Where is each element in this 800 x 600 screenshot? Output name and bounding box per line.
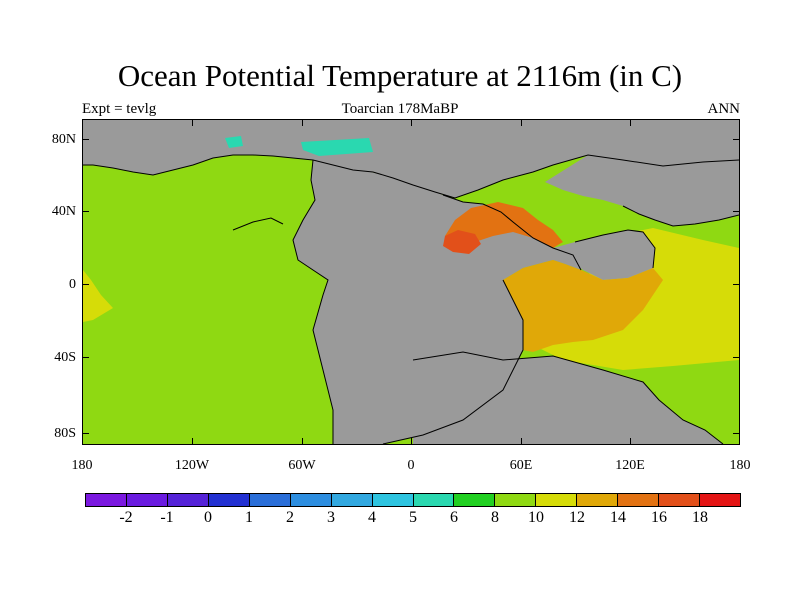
colorbar-swatch <box>330 493 373 507</box>
gondwana-south-land <box>413 352 723 444</box>
land-area <box>83 120 739 444</box>
lon-label-120e: 120E <box>615 458 645 473</box>
lat-tick <box>82 284 89 285</box>
lon-tick <box>302 119 303 126</box>
colorbar-label: 8 <box>491 509 499 526</box>
colorbar-swatch <box>248 493 291 507</box>
colorbar-label: 6 <box>450 509 458 526</box>
colorbar-swatch <box>166 493 209 507</box>
lon-label-180e: 180 <box>729 458 751 473</box>
colorbar-label: -1 <box>160 509 174 526</box>
colorbar-swatch <box>371 493 414 507</box>
colorbar-label: 2 <box>286 509 294 526</box>
lat-tick <box>733 433 740 434</box>
cimmerian-land <box>553 230 655 280</box>
lat-label-80n: 80N <box>51 132 76 147</box>
tethys-warm-pool-region <box>503 260 663 352</box>
coastline-tethys <box>442 194 582 271</box>
season-label: ANN <box>707 101 741 117</box>
western-warm-tongue-region <box>83 270 113 322</box>
coastline-pacific-island <box>232 217 284 231</box>
arctic-cool-patch-2 <box>225 136 243 148</box>
colorbar-swatch <box>617 493 660 507</box>
lat-tick <box>733 211 740 212</box>
colorbar-swatch <box>658 493 701 507</box>
colorbar-swatch <box>453 493 496 507</box>
coastline-east <box>622 205 739 227</box>
lat-tick <box>82 357 89 358</box>
colorbar-swatch <box>207 493 250 507</box>
lat-tick <box>82 211 89 212</box>
colorbar-label: 0 <box>204 509 212 526</box>
map-canvas <box>83 120 739 444</box>
period-label: Toarcian 178MaBP <box>341 101 459 117</box>
coastline-south <box>412 351 724 444</box>
lon-label-60w: 60W <box>288 458 316 473</box>
colorbar-label: 4 <box>368 509 376 526</box>
lat-label-40s: 40S <box>54 350 76 365</box>
eastern-asia-land <box>545 155 739 226</box>
lat-label-80s: 80S <box>54 426 76 441</box>
lon-label-0: 0 <box>407 458 415 473</box>
coastline-cimmeria <box>574 229 656 269</box>
lat-tick <box>733 357 740 358</box>
colorbar <box>85 493 741 507</box>
lat-tick <box>82 139 89 140</box>
colorbar-label: 16 <box>651 509 667 526</box>
map-plot <box>82 119 740 445</box>
colorbar-label: 18 <box>692 509 708 526</box>
lat-label-40n: 40N <box>51 204 76 219</box>
colorbar-swatch <box>125 493 168 507</box>
lon-label-120w: 120W <box>174 458 210 473</box>
arctic-cool-patch-1 <box>301 138 373 156</box>
lon-tick <box>521 119 522 126</box>
lon-tick <box>302 438 303 445</box>
colorbar-swatch <box>576 493 619 507</box>
colorbar-label: 10 <box>528 509 544 526</box>
tethys-hot-spot-region <box>443 230 481 254</box>
lon-tick <box>411 119 412 126</box>
lat-tick <box>733 139 740 140</box>
experiment-label: Expt = tevlg <box>82 101 157 117</box>
colorbar-swatch <box>289 493 332 507</box>
colorbar-swatch <box>699 493 741 507</box>
colorbar-swatch <box>494 493 537 507</box>
map-title: Ocean Potential Temperature at 2116m (in… <box>117 58 683 93</box>
lon-tick <box>192 119 193 126</box>
coastline-north <box>83 154 739 199</box>
pangea-landmass <box>83 120 739 198</box>
lat-tick <box>733 284 740 285</box>
lon-label-60e: 60E <box>509 458 533 473</box>
lon-label-180w: 180 <box>71 458 93 473</box>
colorbar-label: 5 <box>409 509 417 526</box>
lat-label-0: 0 <box>69 277 76 292</box>
colorbar-label: 1 <box>245 509 253 526</box>
colorbar-label: 14 <box>610 509 626 526</box>
coastline-gondwana <box>382 279 524 444</box>
colorbar-swatch <box>412 493 455 507</box>
lon-tick <box>411 438 412 445</box>
colorbar-label: 3 <box>327 509 335 526</box>
colorbar-swatch <box>85 493 127 507</box>
coastlines <box>83 154 739 444</box>
lon-tick <box>192 438 193 445</box>
colorbar-swatch <box>535 493 578 507</box>
lon-tick <box>630 119 631 126</box>
lat-tick <box>82 433 89 434</box>
colorbar-label: -2 <box>119 509 133 526</box>
lon-tick <box>630 438 631 445</box>
coastline-laurasia <box>292 159 334 444</box>
lon-tick <box>521 438 522 445</box>
colorbar-label: 12 <box>569 509 585 526</box>
